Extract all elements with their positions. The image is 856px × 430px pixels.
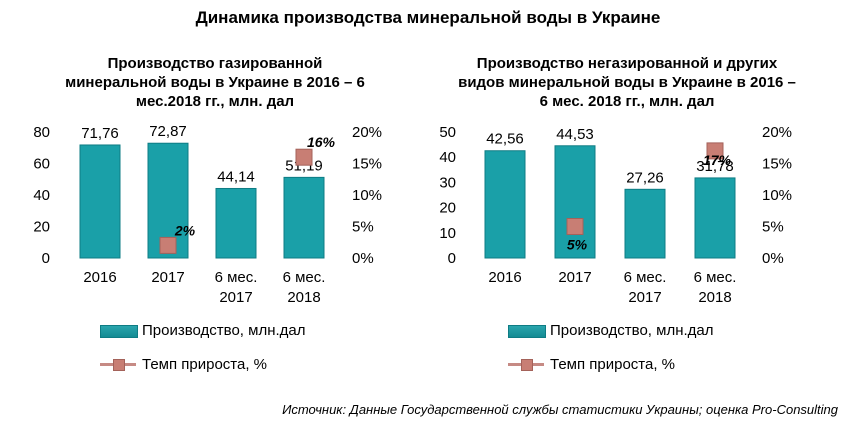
left-chart: 0 20 40 60 80 0% 5% 10% 15% 20% 71,76 2016 72,87 2017… (33, 123, 382, 306)
right-axis-tick-label: 10% (352, 187, 382, 204)
page-title: Динамика производства минеральной воды в… (195, 8, 661, 27)
left-axis-tick-label: 20 (33, 219, 50, 236)
bar (624, 188, 666, 259)
right-axis-tick-label: 5% (352, 219, 374, 236)
category-label: 2017 (628, 289, 661, 306)
growth-marker (566, 218, 584, 235)
right-chart-title-line: Производство негазированной и других (476, 55, 778, 72)
category-label: 6 мес. (624, 269, 667, 286)
growth-rate-label: 5% (567, 237, 588, 253)
right-axis-tick-label: 0% (762, 250, 784, 267)
bar (694, 177, 736, 259)
legend-label: Производство, млн.дал (550, 322, 714, 339)
left-axis-tick-label: 60 (33, 156, 50, 173)
right-axis-tick-label: 20% (352, 124, 382, 141)
bar-swatch-icon (100, 325, 138, 338)
left-axis-tick-label: 40 (33, 187, 50, 204)
left-chart-title-line: мес.2018 гг., млн. дал (135, 93, 295, 110)
category-label: 2016 (488, 269, 521, 286)
bar-value-label: 31,78 (696, 158, 734, 175)
left-axis-tick-label: 10 (439, 225, 456, 242)
growth-rate-label: 17% (703, 152, 732, 168)
category-label: 2018 (698, 289, 731, 306)
category-label: 2017 (219, 289, 252, 306)
bar-value-label: 44,14 (217, 168, 255, 185)
left-chart-title-line: минеральной воды в Украине в 2016 – 6 (65, 74, 365, 91)
left-axis-tick-label: 20 (439, 200, 456, 217)
category-label: 2017 (558, 269, 591, 286)
bar-value-label: 72,87 (149, 123, 187, 140)
category-label: 2017 (151, 269, 184, 286)
left-axis-tick-label: 0 (42, 250, 50, 267)
left-chart-title: Производство газированной минеральной во… (15, 54, 415, 111)
category-label: 6 мес. (215, 269, 258, 286)
growth-rate-label: 2% (174, 222, 196, 238)
left-axis-tick-label: 30 (439, 174, 456, 191)
bar-value-label: 51,19 (285, 157, 323, 174)
right-chart-title-line: видов минеральной воды в Украине в 2016 … (458, 74, 796, 91)
bar (484, 150, 526, 259)
legend-label: Темп прироста, % (142, 356, 268, 373)
legend-label: Темп прироста, % (550, 356, 676, 373)
source-note: Источник: Данные Государственной службы … (282, 402, 838, 417)
bar-value-label: 71,76 (81, 125, 119, 142)
category-label: 6 мес. (283, 269, 326, 286)
bar (554, 145, 596, 259)
bar (79, 144, 121, 259)
left-axis-tick-label: 80 (33, 124, 50, 141)
bar-value-label: 27,26 (626, 169, 664, 186)
right-axis-tick-label: 20% (762, 124, 792, 141)
bar (215, 187, 257, 259)
left-axis-tick-label: 40 (439, 149, 456, 166)
growth-marker (706, 142, 724, 160)
bar-value-label: 44,53 (556, 126, 594, 143)
left-chart-title-line: Производство газированной (107, 55, 323, 72)
right-axis-tick-label: 10% (762, 187, 792, 204)
growth-rate-label: 16% (307, 134, 336, 150)
legend-label: Производство, млн.дал (142, 322, 306, 339)
square-marker-icon (521, 359, 533, 371)
category-label: 2016 (83, 269, 116, 286)
bar-swatch-icon (508, 325, 546, 338)
square-marker-icon (113, 359, 125, 371)
right-chart-title-line: 6 мес. 2018 гг., млн. дал (539, 93, 715, 110)
right-axis-tick-label: 5% (762, 219, 784, 236)
bar-value-label: 42,56 (486, 131, 524, 148)
right-axis-tick-label: 0% (352, 250, 374, 267)
bar (283, 176, 325, 259)
right-chart: 0 10 20 30 40 50 0% 5% 10% 15% 20% 42,56 2016 44,53 20… (439, 124, 792, 306)
right-axis-tick-label: 15% (762, 156, 792, 173)
category-label: 2018 (287, 289, 320, 306)
left-axis-tick-label: 50 (439, 124, 456, 141)
growth-marker (159, 236, 177, 254)
growth-marker (295, 148, 313, 166)
category-label: 6 мес. (694, 269, 737, 286)
right-axis-tick-label: 15% (352, 156, 382, 173)
right-chart-title: Производство негазированной и других вид… (422, 54, 832, 111)
left-axis-tick-label: 0 (448, 250, 456, 267)
